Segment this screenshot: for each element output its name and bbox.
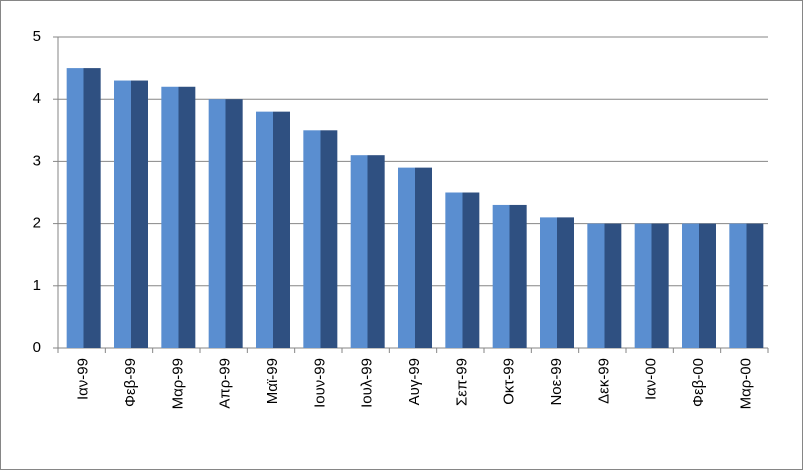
x-tick-label: Σεπ-99 [453,358,470,406]
y-tick-label: 5 [33,28,41,45]
bar [208,99,243,348]
bar [114,80,148,348]
x-tick-label: Οκτ-99 [501,358,518,405]
x-tick-label: Αυγ-99 [406,358,423,405]
bar [398,167,432,348]
bar [303,130,338,348]
x-tick-label: Φεβ-00 [690,358,707,407]
bar [161,86,196,348]
x-tick-label: Απρ-99 [217,358,234,409]
x-tick-label: Μαϊ-99 [264,358,281,404]
bar [350,155,385,348]
bar [492,204,527,348]
x-tick-label: Νοε-99 [548,358,565,406]
x-tick-label: Ιαν-00 [643,358,660,400]
y-tick-label: 3 [33,152,41,169]
y-tick-label: 1 [33,277,41,294]
bar [587,223,622,348]
x-tick-label: Ιαν-99 [75,358,92,400]
x-tick-label: Μαρ-00 [737,358,754,409]
x-tick-label: Ιουλ-99 [359,358,376,408]
bar [729,223,764,348]
x-tick-label: Φεβ-99 [122,358,139,407]
y-tick-label: 2 [33,215,41,232]
bar [256,111,290,348]
bar [445,192,480,348]
bar [540,217,574,348]
bar [682,223,716,348]
bar [66,68,101,348]
y-tick-label: 0 [33,339,41,356]
y-tick-label: 4 [33,90,41,107]
x-tick-label: Μαρ-99 [169,358,186,409]
x-tick-label: Ιουν-99 [311,358,328,408]
bar [634,223,669,348]
x-tick-label: Δεκ-99 [595,358,612,404]
